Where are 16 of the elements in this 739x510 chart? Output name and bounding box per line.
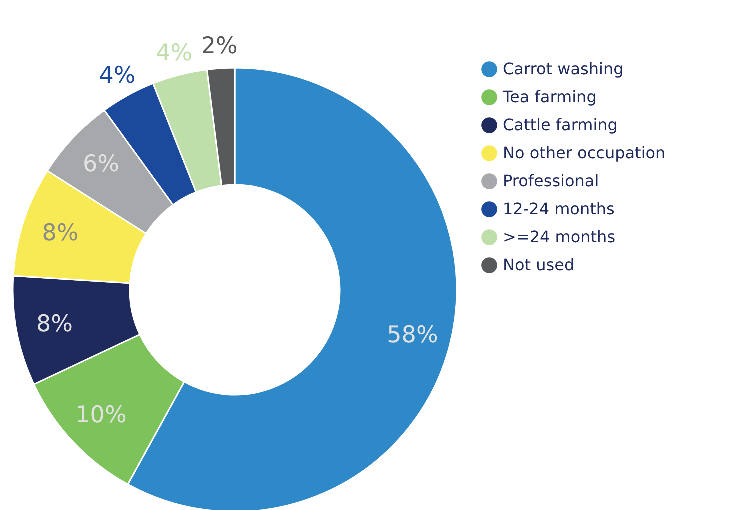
legend-label: 12-24 months [503, 200, 615, 218]
legend-label: Tea farming [502, 88, 597, 106]
legend-label: Cattle farming [503, 116, 618, 134]
legend-label: >=24 months [503, 228, 616, 246]
data-label: 2% [201, 33, 238, 60]
legend-label: Not used [503, 256, 575, 274]
data-label: 6% [82, 151, 120, 178]
legend-label: Carrot washing [503, 60, 624, 78]
data-label: 8% [42, 220, 79, 246]
data-label: 10% [76, 402, 127, 429]
legend-label: No other occupation [503, 144, 666, 162]
legend-label: Professional [503, 172, 600, 190]
data-label: 8% [36, 311, 73, 338]
data-label: 58% [387, 322, 438, 349]
data-label: 4% [99, 63, 136, 90]
data-label: 4% [156, 40, 193, 67]
